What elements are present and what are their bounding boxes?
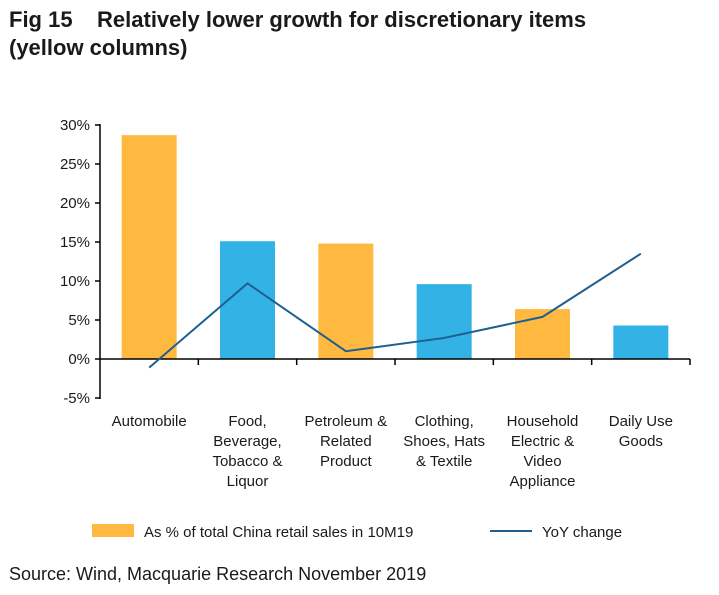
x-tick-label: Food, Beverage, Tobacco & Liquor	[212, 413, 282, 490]
y-tick-label: -5%	[63, 390, 90, 407]
y-tick-label: 0%	[68, 351, 90, 368]
y-tick-label: 15%	[60, 234, 90, 251]
y-tick-label: 25%	[60, 156, 90, 173]
source-note: Source: Wind, Macquarie Research Novembe…	[9, 564, 427, 584]
x-tick-label: Automobile	[112, 413, 187, 430]
title-line-2: (yellow columns)	[9, 35, 188, 60]
x-tick-label: Daily Use Goods	[609, 413, 673, 450]
legend-swatch-bar	[92, 524, 134, 537]
x-tick-label: Petroleum & Related Product	[305, 413, 388, 470]
y-tick-label: 30%	[60, 117, 90, 134]
bar	[121, 135, 177, 359]
x-tick-label: Household Electric & Video Appliance	[507, 413, 579, 490]
legend-label-bar: As % of total China retail sales in 10M1…	[144, 524, 413, 541]
chart-title: Fig 15 Relatively lower growth for discr…	[9, 6, 709, 62]
legend-label-line: YoY change	[542, 524, 622, 541]
y-tick-label: 20%	[60, 195, 90, 212]
bar	[416, 284, 472, 359]
bar	[613, 325, 669, 359]
title-line-1: Fig 15 Relatively lower growth for discr…	[9, 7, 587, 32]
bar	[318, 243, 374, 359]
x-tick-label: Clothing, Shoes, Hats & Textile	[403, 413, 485, 470]
yoy-line	[148, 252, 642, 369]
y-tick-label: 5%	[68, 312, 90, 329]
y-tick-label: 10%	[60, 273, 90, 290]
